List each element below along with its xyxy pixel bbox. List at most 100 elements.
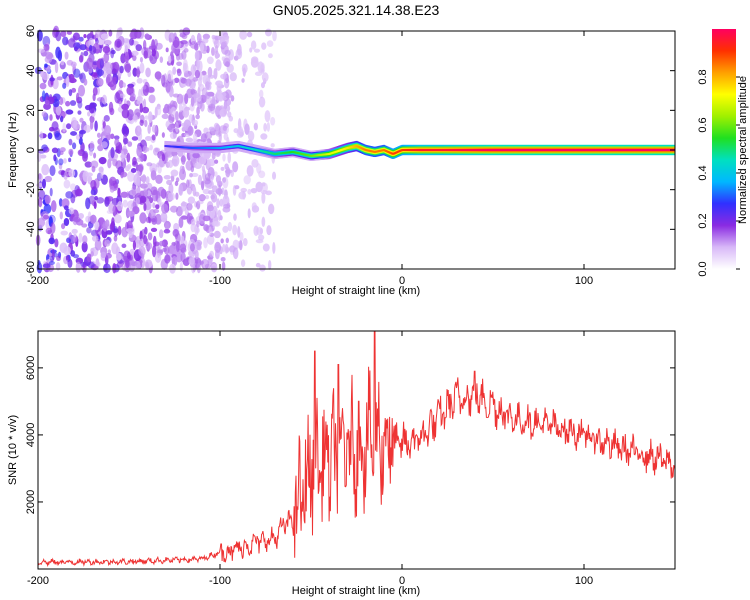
y-tick-label: -20 [25,182,37,198]
spectrogram-cell [173,77,180,84]
spectrogram-cell [182,108,190,118]
spectrogram-cell [152,202,156,209]
spectrogram-cell [75,92,80,104]
spectrogram-cell [203,224,209,232]
spectrogram-y-ticks: 60 40 20 0 -20 -40 -60 [25,25,675,277]
spectrogram-cell [185,137,194,143]
spectrogram-cell [175,110,179,122]
spectrogram-cell [218,93,224,102]
spectrogram-cell [192,93,201,99]
spectrogram-cell [251,205,260,213]
y-tick-label: 6000 [25,356,37,380]
spectrogram-cell [151,124,158,133]
spectrogram-cell [213,230,221,239]
spectrogram-cell [179,165,184,174]
spectrogram-cell [237,125,243,136]
colorbar-ticks: 0.0 0.2 0.4 0.6 0.8 [697,69,740,277]
spectrogram-cell [120,150,125,163]
spectrogram-cell [152,209,160,214]
spectrogram-cell [169,132,177,140]
spectrogram-cell [78,36,84,42]
spectrogram-cell [214,159,219,164]
spectrogram-cell [198,156,207,165]
spectrogram-cell [113,235,118,242]
spectrogram-cell [86,57,94,70]
spectrogram-cell [46,65,51,73]
spectrogram-cell [149,144,153,151]
spectrogram-cell [132,54,137,61]
spectrogram-cell [142,85,147,90]
spectrogram-cell [110,133,115,140]
spectrogram-cell [246,31,253,38]
spectrogram-cell [91,235,99,242]
spectrogram-cell [41,90,46,102]
spectrogram-cell [44,175,53,183]
spectrogram-cell [59,211,63,220]
spectrogram-cell [249,47,253,53]
spectrogram-cell [50,222,56,234]
spectrogram-cell [209,250,214,258]
spectrogram-cell [179,261,183,272]
spectrogram-cell [143,185,148,198]
x-tick-label: 0 [399,575,405,587]
spectrogram-cell [110,47,115,59]
spectrogram-cell [125,165,130,172]
spectrogram-cell [261,182,268,193]
spectrogram-cell [163,174,171,180]
spectrogram-cell [172,229,180,237]
spectrogram-cell [49,187,53,197]
spectrogram-cell [247,208,251,219]
spectrogram-cell [124,51,130,64]
spectrogram-cell [89,45,97,55]
spectrogram-cell [94,120,98,132]
spectrogram-cell [61,223,66,230]
spectrogram-cell [171,256,178,267]
spectrogram-cell [220,238,224,244]
spectrogram-cell [150,227,158,233]
spectrogram-cell [139,119,144,126]
spectrogram-cell [157,165,162,174]
spectrogram-cell [272,242,276,254]
spectrogram-cell [63,158,67,164]
spectrogram-cell [199,102,205,112]
spectrogram-cell [154,71,162,80]
spectrogram-cell [214,130,219,136]
spectrogram-cell [92,86,98,96]
spectrogram-cell [43,103,51,110]
spectrogram-cell [73,68,81,78]
spectrogram-cell [259,89,264,99]
snr-panel: -200 -100 0 100 2000 4000 6000 Height of stra… [7,330,676,597]
spectrogram-cell [179,28,184,35]
spectrogram-cell [208,126,215,132]
spectrogram-cell [136,157,142,162]
spectrogram-cell [79,44,87,51]
spectrogram-cell [238,191,247,200]
spectrogram-cell [222,203,231,209]
spectrogram-cell [68,169,76,178]
spectrogram-cell [209,174,214,182]
spectrogram-cell [104,196,110,207]
spectrogram-cell [239,30,248,40]
spectrogram-cell [60,60,65,66]
spectrogram-cell [270,116,276,126]
spectrogram-cell [258,170,266,179]
spectrogram-cell [191,172,199,178]
spectrogram-cell [63,205,69,211]
spectrogram-cell [40,70,45,78]
spectrogram-cell [40,210,49,221]
spectrogram-cell [242,238,248,247]
spectrogram-cell [67,258,73,268]
spectrogram-cell [161,132,165,138]
spectrogram-cell [243,175,251,185]
spectrogram-cell [114,91,121,104]
spectrogram-cell [196,58,200,71]
spectrogram-cell [235,48,243,60]
spectrogram-cell [60,230,68,236]
spectrogram-cell [63,179,71,189]
spectrogram-cell [76,124,81,129]
spectrogram-cell [268,259,272,270]
spectrogram-cell [183,48,189,53]
spectrogram-cell [261,68,265,73]
spectrogram-cell [81,223,88,228]
spectrogram-cell [38,172,42,180]
